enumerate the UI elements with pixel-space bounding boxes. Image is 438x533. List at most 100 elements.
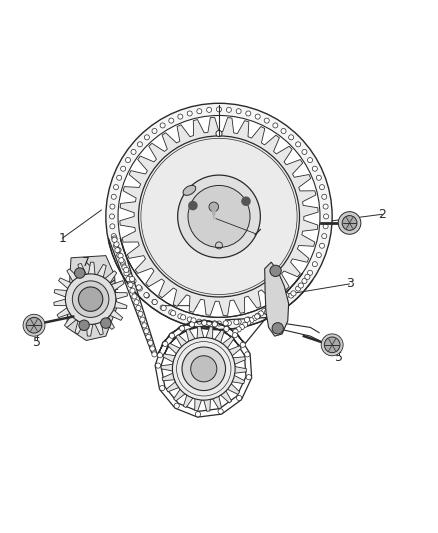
Circle shape bbox=[216, 107, 222, 112]
Circle shape bbox=[187, 111, 192, 116]
Circle shape bbox=[245, 352, 250, 357]
Circle shape bbox=[322, 233, 327, 239]
Circle shape bbox=[298, 283, 304, 288]
Circle shape bbox=[146, 334, 151, 340]
Circle shape bbox=[144, 328, 149, 334]
Circle shape bbox=[118, 116, 320, 318]
Circle shape bbox=[145, 135, 149, 140]
Circle shape bbox=[281, 300, 286, 304]
Circle shape bbox=[178, 175, 260, 258]
Circle shape bbox=[307, 158, 313, 163]
Circle shape bbox=[120, 259, 125, 264]
Circle shape bbox=[342, 215, 357, 230]
Circle shape bbox=[120, 166, 126, 171]
Circle shape bbox=[152, 300, 157, 305]
Circle shape bbox=[110, 204, 115, 209]
Circle shape bbox=[246, 317, 251, 322]
Circle shape bbox=[283, 298, 288, 303]
Circle shape bbox=[312, 262, 318, 266]
Circle shape bbox=[74, 268, 85, 278]
Circle shape bbox=[144, 293, 149, 298]
Circle shape bbox=[145, 293, 149, 298]
Circle shape bbox=[118, 253, 123, 259]
Circle shape bbox=[232, 333, 237, 338]
Circle shape bbox=[79, 320, 89, 330]
Circle shape bbox=[189, 322, 194, 327]
Circle shape bbox=[274, 304, 279, 309]
Circle shape bbox=[138, 142, 142, 147]
Circle shape bbox=[148, 340, 153, 345]
Circle shape bbox=[316, 253, 321, 257]
Text: 5: 5 bbox=[33, 336, 41, 349]
Circle shape bbox=[101, 318, 111, 328]
Circle shape bbox=[130, 288, 135, 293]
Circle shape bbox=[233, 329, 238, 334]
Circle shape bbox=[110, 214, 114, 219]
Circle shape bbox=[125, 158, 131, 163]
Circle shape bbox=[125, 270, 131, 276]
Text: 7: 7 bbox=[82, 256, 90, 269]
Circle shape bbox=[319, 243, 325, 248]
Circle shape bbox=[264, 118, 269, 123]
Circle shape bbox=[111, 233, 116, 239]
Circle shape bbox=[273, 305, 278, 310]
Circle shape bbox=[323, 224, 328, 229]
Circle shape bbox=[72, 281, 109, 318]
Text: 4: 4 bbox=[189, 299, 197, 312]
Circle shape bbox=[236, 109, 241, 114]
Circle shape bbox=[261, 309, 267, 314]
Circle shape bbox=[237, 395, 242, 400]
Circle shape bbox=[78, 287, 103, 311]
Circle shape bbox=[296, 286, 300, 291]
Circle shape bbox=[138, 311, 143, 317]
Circle shape bbox=[224, 326, 229, 332]
Circle shape bbox=[160, 305, 165, 310]
Circle shape bbox=[169, 118, 174, 123]
Circle shape bbox=[291, 291, 296, 296]
Circle shape bbox=[188, 185, 250, 247]
Circle shape bbox=[289, 135, 293, 140]
Circle shape bbox=[338, 212, 361, 235]
Circle shape bbox=[115, 248, 120, 253]
Circle shape bbox=[323, 204, 328, 209]
Circle shape bbox=[202, 320, 207, 326]
Circle shape bbox=[284, 293, 289, 298]
Circle shape bbox=[209, 202, 219, 212]
Circle shape bbox=[302, 149, 307, 155]
Circle shape bbox=[119, 257, 124, 263]
Circle shape bbox=[130, 277, 135, 281]
Circle shape bbox=[162, 341, 168, 346]
Circle shape bbox=[170, 333, 175, 338]
Circle shape bbox=[226, 320, 231, 326]
Circle shape bbox=[277, 297, 283, 303]
Circle shape bbox=[321, 334, 343, 356]
Circle shape bbox=[270, 265, 281, 277]
Circle shape bbox=[281, 295, 286, 300]
Circle shape bbox=[302, 278, 307, 284]
Circle shape bbox=[131, 278, 136, 284]
Circle shape bbox=[255, 314, 260, 319]
Circle shape bbox=[126, 277, 131, 281]
Circle shape bbox=[116, 247, 121, 253]
Circle shape bbox=[236, 327, 241, 332]
Circle shape bbox=[157, 353, 162, 358]
Circle shape bbox=[197, 109, 202, 114]
Circle shape bbox=[324, 214, 328, 219]
Circle shape bbox=[255, 313, 260, 318]
Ellipse shape bbox=[183, 185, 196, 195]
Circle shape bbox=[26, 318, 42, 333]
Circle shape bbox=[234, 319, 239, 325]
Circle shape bbox=[111, 194, 116, 199]
Circle shape bbox=[110, 224, 115, 229]
Circle shape bbox=[281, 128, 286, 134]
Text: 5: 5 bbox=[335, 351, 343, 365]
Circle shape bbox=[138, 136, 300, 297]
Circle shape bbox=[218, 409, 223, 414]
Circle shape bbox=[161, 305, 166, 311]
Circle shape bbox=[246, 320, 251, 325]
Circle shape bbox=[117, 175, 122, 180]
Circle shape bbox=[264, 310, 269, 315]
Circle shape bbox=[152, 128, 157, 134]
Circle shape bbox=[140, 317, 145, 322]
Circle shape bbox=[195, 411, 201, 417]
